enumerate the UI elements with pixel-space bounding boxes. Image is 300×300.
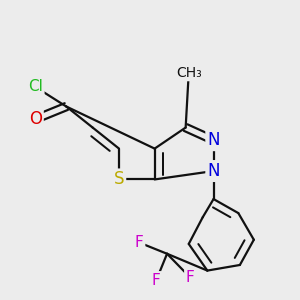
- Text: N: N: [207, 162, 220, 180]
- Text: F: F: [186, 270, 195, 285]
- Text: N: N: [207, 131, 220, 149]
- Text: F: F: [152, 273, 161, 288]
- Text: O: O: [29, 110, 42, 128]
- Text: F: F: [135, 235, 143, 250]
- Text: S: S: [114, 170, 124, 188]
- Text: Cl: Cl: [28, 80, 43, 94]
- Text: CH₃: CH₃: [176, 66, 202, 80]
